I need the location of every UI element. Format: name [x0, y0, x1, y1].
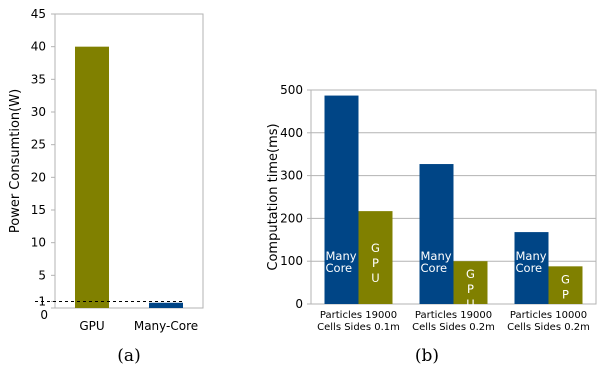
- bar-series-label-line: Many: [516, 249, 547, 263]
- bar-series-label-line: G: [561, 272, 570, 286]
- bar-many-core-1: [324, 95, 359, 305]
- bar-series-label-line: U: [466, 297, 474, 311]
- bar-gpu-2: [453, 261, 488, 304]
- y-axis-label: Power Consumtion(W): [8, 89, 23, 233]
- bar-series-label-line: G: [371, 241, 380, 255]
- bar-gpu-3: [548, 266, 583, 304]
- y-tick-label: 200: [280, 211, 303, 225]
- x-tick-label: Particles 10000 Cells Sides 0.2m: [507, 310, 590, 333]
- bar-many-core-3: [514, 232, 549, 304]
- x-tick-label: GPU: [79, 319, 104, 333]
- bar-many-core: [149, 302, 183, 308]
- x-tick-label-line: Particles 10000: [510, 310, 587, 321]
- y-tick-label: 20: [31, 170, 46, 184]
- bar-series-label-line: Core: [421, 261, 448, 275]
- y-tick-label: 45: [31, 7, 46, 21]
- bar-series-label-line: G: [466, 267, 475, 281]
- bar-series-label-line: Core: [326, 261, 353, 275]
- x-tick-label: Many-Core: [134, 319, 198, 333]
- y-tick-label: 0: [40, 308, 48, 322]
- bar-series-label-line: Many: [421, 249, 452, 263]
- x-tick-label-line: Particles 19000: [320, 310, 397, 321]
- y-tick-label: 10: [31, 236, 46, 250]
- bar-series-label: Many Core: [421, 249, 452, 275]
- bar-series-label: Many Core: [516, 249, 547, 275]
- bar-gpu: [75, 46, 109, 309]
- y-axis-label: Computation time(ms): [266, 123, 281, 270]
- y-tick-label: 300: [280, 169, 303, 183]
- x-tick-label-line: Cells Sides 0.1m: [317, 322, 400, 333]
- bar-series-label: Many Core: [326, 249, 357, 275]
- caption-b: (b): [415, 346, 439, 366]
- bar-series-label-line: Many: [326, 249, 357, 263]
- y-tick-label: 25: [31, 138, 46, 152]
- plot-frame: [54, 13, 204, 309]
- bar-series-label-line: U: [561, 302, 569, 316]
- bar-series-label-line: P: [372, 256, 379, 270]
- y-tick-label: 15: [31, 203, 46, 217]
- y-tick-label: 100: [280, 254, 303, 268]
- bar-many-core-2: [419, 164, 454, 304]
- x-tick-label: Particles 19000 Cells Sides 0.1m: [317, 310, 400, 333]
- bar-series-label-line: Core: [516, 261, 543, 275]
- bar-series-label-line: P: [467, 282, 474, 296]
- x-tick-label-line: Particles 19000: [415, 310, 492, 321]
- y-tick-label: 30: [31, 105, 46, 119]
- y-tick-label: 35: [31, 72, 46, 86]
- y-tick-label: 400: [280, 126, 303, 140]
- bar-gpu-1: [358, 211, 393, 304]
- x-tick-label-line: Cells Sides 0.2m: [412, 322, 495, 333]
- bar-series-label-line: P: [562, 287, 569, 301]
- y-tick-label: 40: [31, 40, 46, 54]
- y-tick-label: 5: [38, 268, 46, 282]
- y-tick-label: 0: [295, 297, 303, 311]
- x-tick-label: Particles 19000 Cells Sides 0.2m: [412, 310, 495, 333]
- caption-a: (a): [117, 346, 140, 366]
- y-tick-label: 500: [280, 83, 303, 97]
- bar-series-label-line: U: [371, 271, 379, 285]
- x-tick-label-line: Cells Sides 0.2m: [507, 322, 590, 333]
